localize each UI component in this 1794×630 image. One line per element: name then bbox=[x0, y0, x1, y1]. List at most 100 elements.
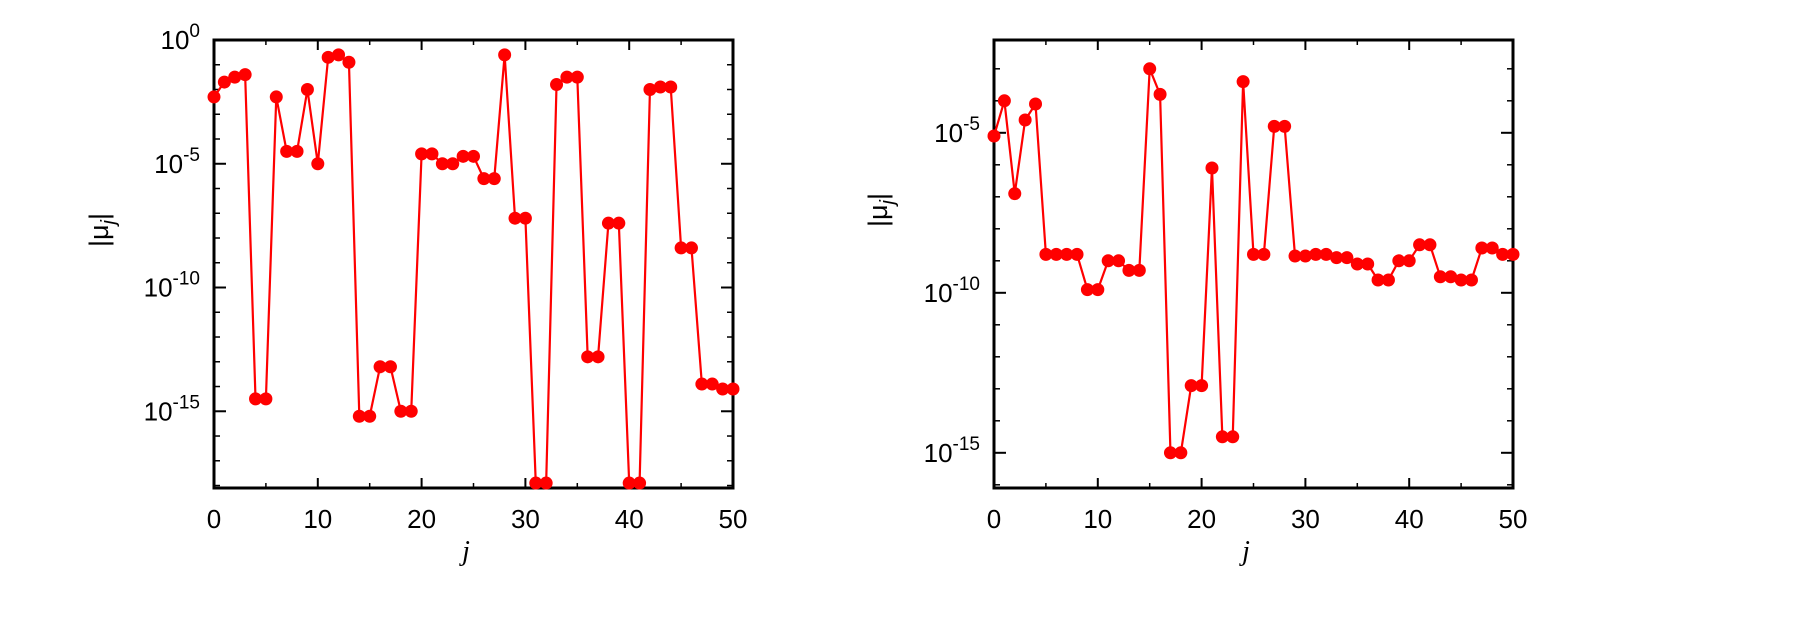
data-point bbox=[1288, 249, 1302, 263]
y-tick-label: 10-10 bbox=[924, 274, 980, 308]
data-point bbox=[290, 144, 304, 158]
data-point bbox=[653, 80, 667, 94]
data-point bbox=[1049, 247, 1063, 261]
data-point bbox=[1361, 257, 1375, 271]
data-point bbox=[446, 157, 460, 171]
data-point bbox=[498, 48, 512, 62]
data-point bbox=[1132, 263, 1146, 277]
data-point bbox=[1205, 161, 1219, 175]
data-point bbox=[529, 476, 543, 490]
data-point bbox=[705, 377, 719, 391]
data-point bbox=[1267, 119, 1281, 133]
y-tick-label: 10-5 bbox=[934, 114, 980, 148]
data-point bbox=[1402, 254, 1416, 268]
data-point bbox=[394, 404, 408, 418]
data-point bbox=[518, 211, 532, 225]
data-point bbox=[1257, 247, 1271, 261]
data-point bbox=[249, 392, 263, 406]
data-point bbox=[1174, 446, 1188, 460]
data-point bbox=[684, 241, 698, 255]
y-tick-label: 100 bbox=[161, 21, 201, 55]
data-point bbox=[1247, 247, 1260, 261]
data-point bbox=[1080, 283, 1094, 297]
data-point bbox=[1091, 283, 1105, 297]
data-point bbox=[404, 404, 418, 418]
data-point bbox=[1381, 273, 1395, 287]
data-point bbox=[425, 147, 439, 161]
data-point bbox=[1112, 254, 1126, 268]
data-point bbox=[674, 241, 688, 255]
data-point bbox=[311, 157, 325, 171]
x-tick-label: 40 bbox=[615, 504, 644, 534]
data-point bbox=[363, 409, 377, 423]
data-point bbox=[570, 70, 584, 84]
data-point bbox=[1143, 62, 1157, 76]
x-axis-label: j bbox=[1239, 536, 1250, 567]
data-point bbox=[581, 350, 595, 364]
data-point bbox=[383, 360, 397, 374]
data-point bbox=[1018, 113, 1032, 127]
data-point bbox=[622, 476, 636, 490]
x-tick-label: 10 bbox=[1083, 504, 1112, 534]
data-point bbox=[1350, 257, 1364, 271]
data-point bbox=[1423, 238, 1437, 252]
data-point bbox=[539, 476, 553, 490]
data-point bbox=[612, 216, 626, 230]
data-point bbox=[643, 83, 657, 97]
x-tick-label: 10 bbox=[303, 504, 332, 534]
data-point bbox=[508, 211, 522, 225]
data-point bbox=[1485, 241, 1499, 255]
data-point bbox=[633, 476, 647, 490]
chart-left: 0 10 20 30 40 50 100 10-5 10-10 10-15 |μj| j bbox=[84, 21, 747, 567]
data-point bbox=[1060, 247, 1074, 261]
x-tick-label: 40 bbox=[1395, 504, 1424, 534]
data-point bbox=[1039, 247, 1053, 261]
data-point bbox=[1153, 87, 1167, 101]
data-point bbox=[1163, 446, 1177, 460]
data-point bbox=[300, 83, 314, 97]
data-point bbox=[1496, 247, 1510, 261]
y-axis-label: |μj| bbox=[84, 213, 120, 247]
data-point bbox=[1330, 251, 1344, 265]
data-point bbox=[1319, 247, 1333, 261]
data-point bbox=[1454, 273, 1468, 287]
x-tick-label: 20 bbox=[407, 504, 436, 534]
x-tick-label: 50 bbox=[1499, 504, 1528, 534]
data-point bbox=[695, 377, 709, 391]
x-tick-label: 30 bbox=[511, 504, 540, 534]
data-point bbox=[1278, 119, 1292, 133]
data-point bbox=[1309, 247, 1323, 261]
data-point bbox=[1215, 430, 1229, 444]
data-point bbox=[238, 68, 252, 82]
data-point bbox=[726, 382, 740, 396]
data-point bbox=[716, 382, 730, 396]
data-point bbox=[467, 149, 480, 163]
data-point bbox=[477, 172, 491, 186]
y-tick-label: 10-5 bbox=[154, 145, 200, 179]
x-tick-label: 20 bbox=[1187, 504, 1216, 534]
data-point bbox=[1444, 270, 1458, 284]
y-tick-label: 10-10 bbox=[144, 269, 200, 303]
y-axis-label: |μj| bbox=[863, 193, 899, 227]
data-point bbox=[1029, 97, 1043, 111]
data-point bbox=[1184, 379, 1198, 393]
data-point bbox=[1464, 273, 1478, 287]
data-point bbox=[1475, 241, 1489, 255]
x-tick-label: 50 bbox=[719, 504, 748, 534]
y-tick-label: 10-15 bbox=[924, 434, 980, 468]
data-point bbox=[342, 55, 356, 69]
data-point bbox=[415, 147, 429, 161]
data-point bbox=[217, 75, 231, 89]
data-point bbox=[332, 48, 346, 62]
data-point bbox=[259, 392, 273, 406]
data-point bbox=[321, 50, 335, 64]
series-line bbox=[213, 53, 733, 485]
data-point bbox=[1298, 249, 1312, 263]
data-point bbox=[997, 94, 1011, 108]
data-point bbox=[550, 78, 564, 92]
data-point bbox=[1340, 251, 1354, 265]
y-tick-label: 10-15 bbox=[144, 392, 200, 426]
x-axis-label: j bbox=[459, 536, 470, 567]
x-tick-label: 0 bbox=[987, 504, 1001, 534]
